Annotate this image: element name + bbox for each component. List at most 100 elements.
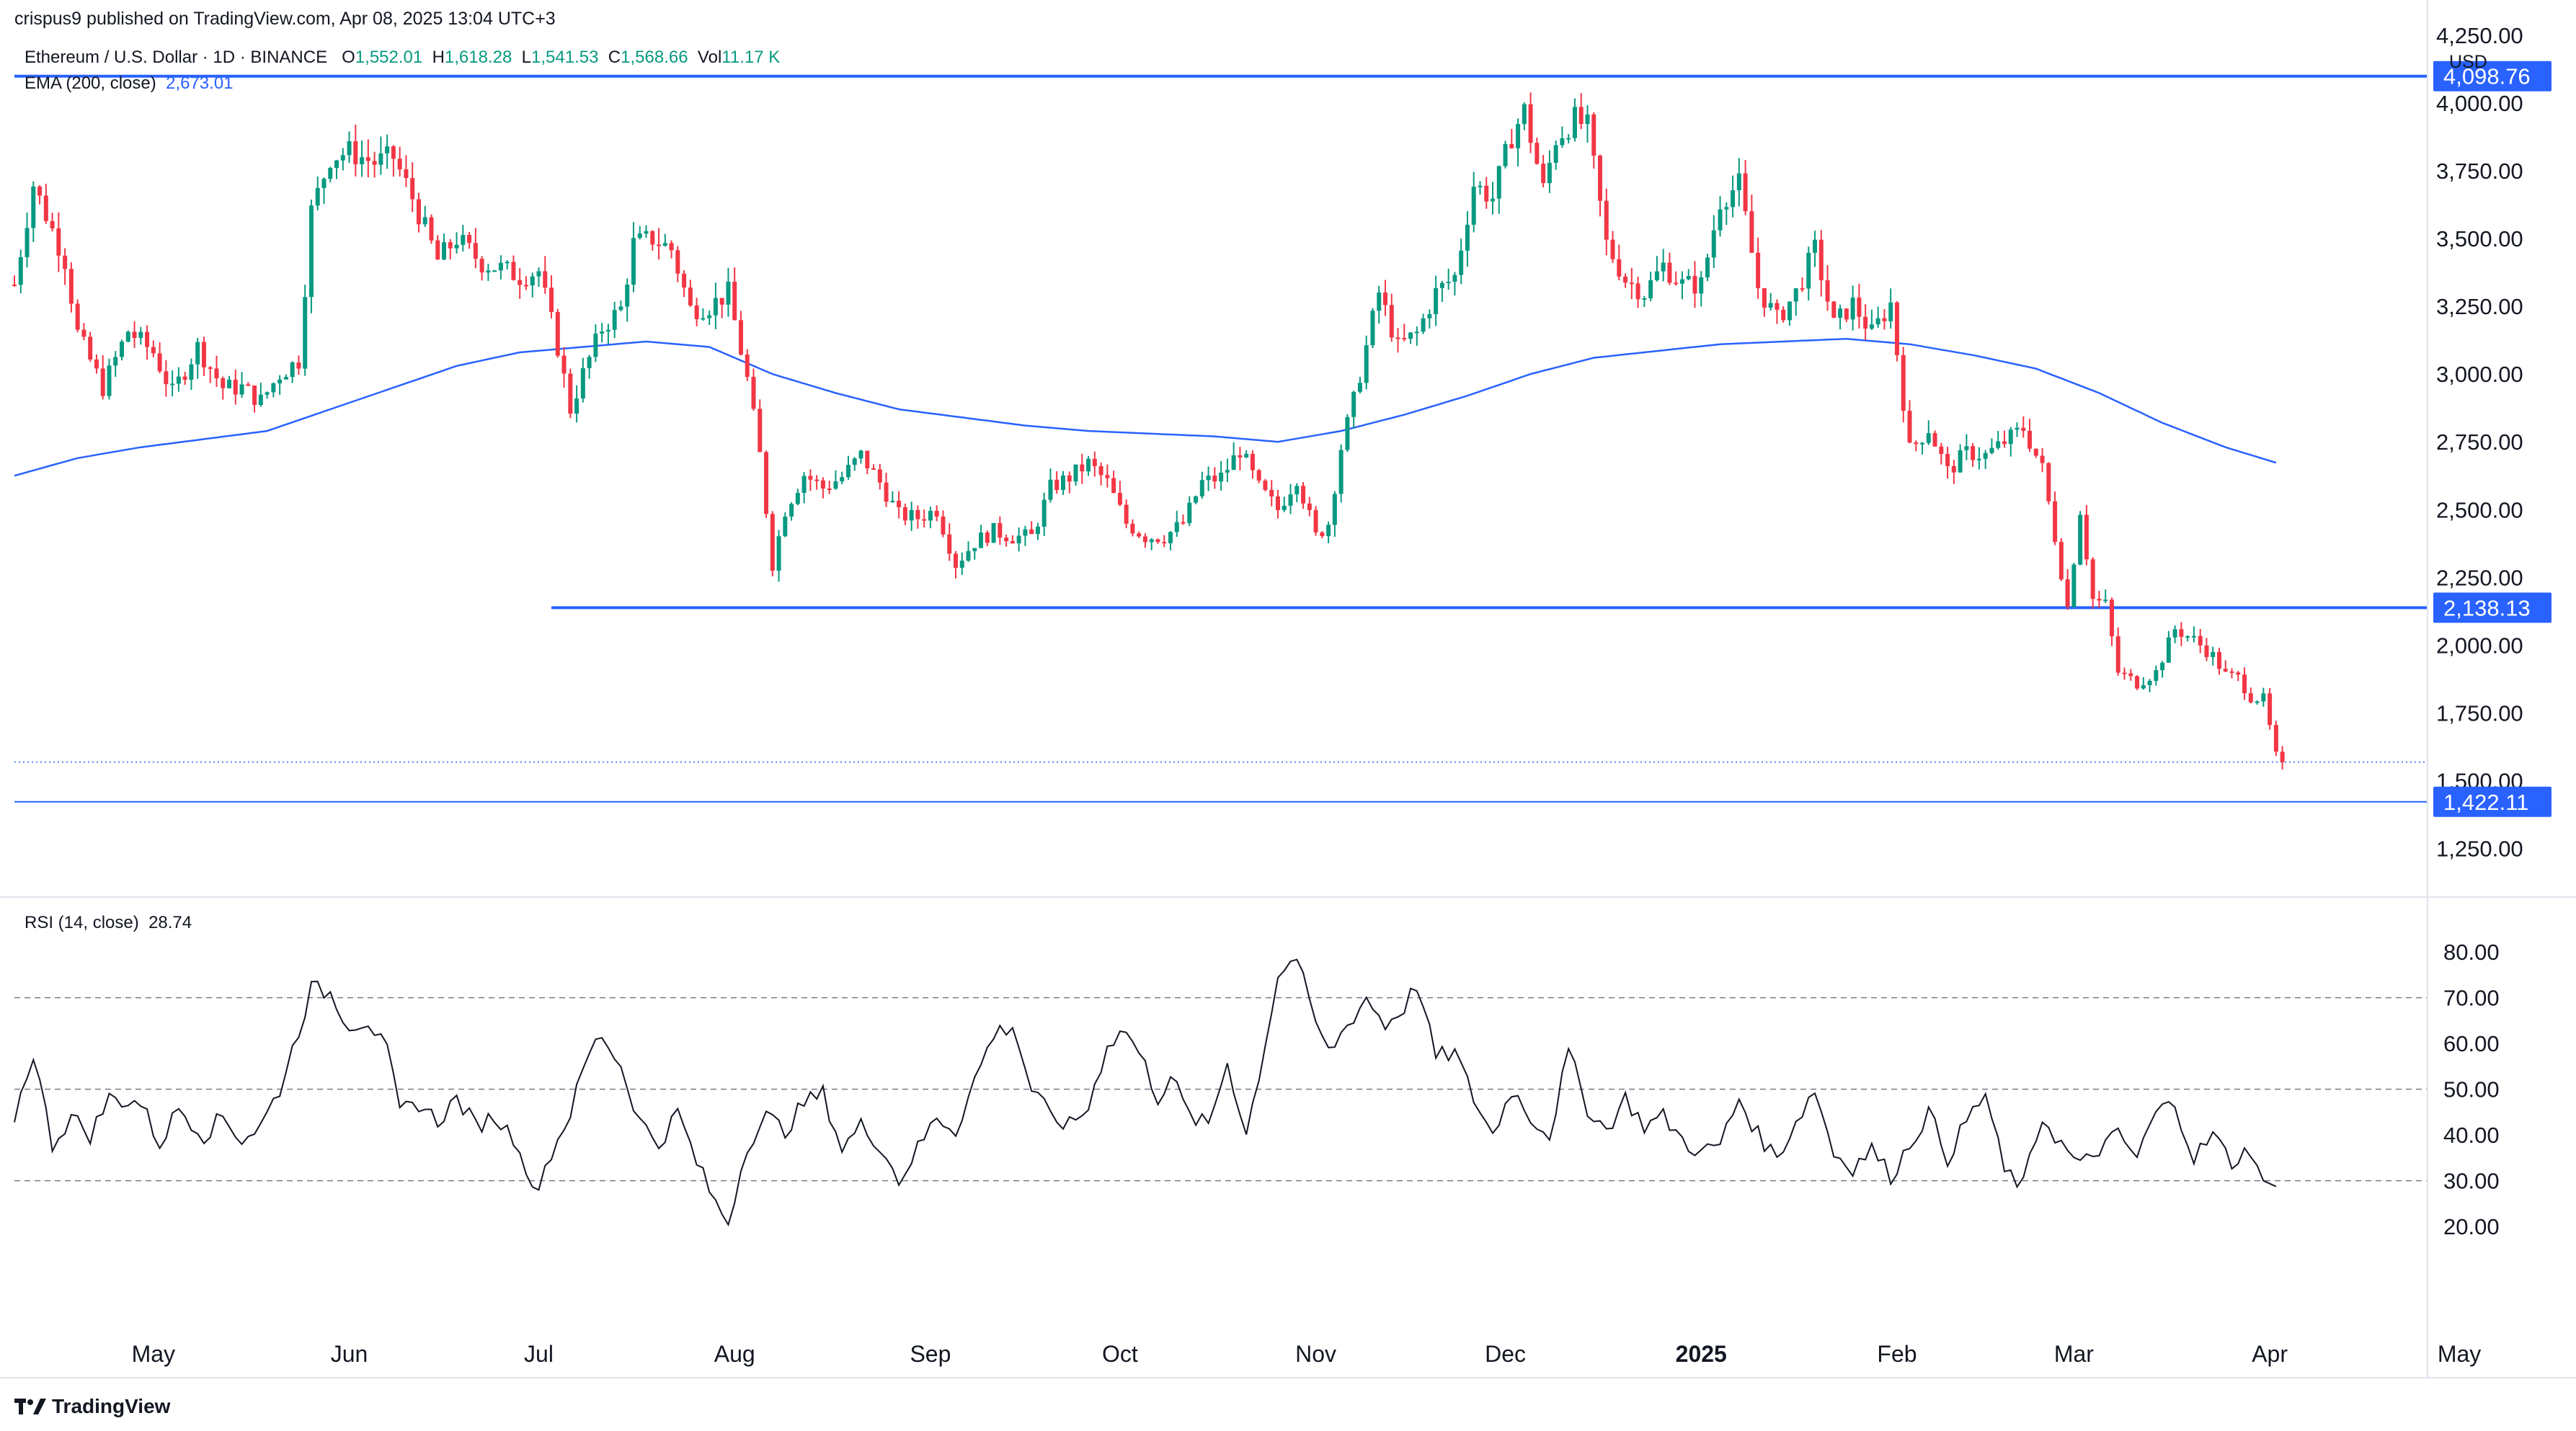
- candle-body: [1086, 458, 1091, 472]
- candle-body: [2248, 693, 2253, 703]
- price-level-badge[interactable]: [2433, 786, 2551, 817]
- price-level-badge-label: 1,422.11: [2443, 790, 2528, 815]
- time-axis[interactable]: May Jun Jul Aug Sep Oct Nov Dec 2025 Feb Mar Apr May: [132, 1341, 2482, 1367]
- candle-body: [2268, 693, 2273, 726]
- candle-body: [732, 281, 737, 321]
- candle-body: [1256, 470, 1261, 481]
- candle-body: [132, 331, 137, 339]
- candle-body: [2211, 651, 2216, 657]
- candle-body: [808, 476, 813, 480]
- candle-body: [2065, 579, 2070, 607]
- candle-body: [1377, 292, 1382, 311]
- candle-body: [2166, 637, 2171, 663]
- candle-body: [1496, 166, 1501, 199]
- candle-body: [1901, 355, 1906, 411]
- candle-body: [2280, 752, 2285, 762]
- candle-body: [1882, 318, 1887, 321]
- candle-body: [707, 315, 712, 318]
- candle-body: [1679, 279, 1684, 284]
- candle-body: [1250, 453, 1255, 471]
- candle-body: [461, 235, 466, 245]
- candle-body: [258, 394, 263, 405]
- candle-body: [2115, 636, 2120, 673]
- candle-body: [1035, 526, 1040, 535]
- candle-body: [2198, 636, 2203, 646]
- price-level-badge[interactable]: [2433, 592, 2551, 623]
- candle-body: [12, 284, 17, 286]
- candle-body: [277, 379, 283, 383]
- price-tick-label: 2,750.00: [2436, 429, 2523, 455]
- candle-body: [1793, 288, 1798, 302]
- candle-body: [1073, 464, 1078, 482]
- candle-body: [1635, 283, 1640, 300]
- candle-body: [2078, 514, 2083, 565]
- candle-body: [1244, 453, 1249, 458]
- candle-body: [985, 532, 990, 543]
- rsi-legend[interactable]: RSI (14, close) 28.74: [25, 913, 192, 933]
- candle-body: [1421, 318, 1426, 332]
- candle-body: [669, 243, 674, 251]
- candle-body: [1781, 309, 1786, 321]
- time-tick-label: Aug: [714, 1341, 755, 1367]
- candle-body: [1288, 494, 1293, 506]
- candle-body: [1686, 276, 1691, 280]
- candle-body: [1320, 532, 1325, 537]
- candle-body: [201, 342, 206, 367]
- open-value: 1,552.01: [355, 48, 423, 67]
- candle-body: [1749, 211, 1754, 253]
- candle-body: [37, 186, 43, 196]
- candle-body: [738, 320, 743, 355]
- price-level-badge[interactable]: [2433, 61, 2551, 92]
- time-tick-label: Apr: [2252, 1341, 2288, 1367]
- candle-body: [2028, 430, 2033, 449]
- candle-body: [1503, 143, 1508, 166]
- candle-body: [701, 318, 706, 320]
- candle-body: [1269, 489, 1274, 497]
- candle-body: [682, 273, 687, 288]
- candle-body: [612, 310, 617, 330]
- candle-body: [1699, 277, 1704, 294]
- candle-body: [56, 228, 61, 256]
- candle-body: [713, 298, 718, 316]
- candle-body: [580, 367, 585, 398]
- candle-body: [2002, 441, 2007, 445]
- time-tick-label: May: [2438, 1341, 2481, 1367]
- candlestick-series: [12, 92, 2285, 770]
- candle-body: [1736, 173, 1741, 191]
- candle-body: [1199, 480, 1204, 496]
- candle-body: [1674, 282, 1679, 285]
- candle-body: [1711, 230, 1716, 258]
- price-axis[interactable]: 1,250.001,500.001,750.002,000.002,250.00…: [2433, 23, 2551, 862]
- candle-body: [1174, 522, 1179, 532]
- candle-body: [1926, 433, 1931, 443]
- low-value: 1,541.53: [531, 48, 599, 67]
- symbol-legend[interactable]: Ethereum / U.S. Dollar · 1D · BINANCE O1…: [25, 48, 780, 68]
- currency-label[interactable]: USD: [2449, 52, 2487, 72]
- candle-body: [625, 285, 630, 307]
- candle-body: [1920, 442, 1925, 445]
- rsi-panel: [14, 958, 2428, 1227]
- rsi-label: RSI (14, close): [25, 913, 139, 932]
- candle-body: [662, 243, 667, 246]
- candle-body: [340, 155, 345, 161]
- ema-legend[interactable]: EMA (200, close) 2,673.01: [25, 73, 234, 94]
- candle-body: [2053, 501, 2058, 543]
- candle-body: [498, 262, 503, 271]
- price-tick-label: 2,000.00: [2436, 633, 2523, 658]
- candle-body: [637, 233, 642, 239]
- candle-body: [1478, 185, 1483, 187]
- rsi-axis[interactable]: 20.00 30.00 40.00 50.00 60.00 70.00 80.00: [2443, 940, 2500, 1239]
- candle-body: [2216, 651, 2221, 669]
- time-tick-label: Nov: [1295, 1341, 1336, 1367]
- candle-body: [1578, 107, 1584, 124]
- candle-body: [770, 514, 775, 571]
- candle-body: [1029, 529, 1034, 535]
- candle-body: [1307, 503, 1312, 510]
- candle-body: [2021, 427, 2026, 431]
- candle-body: [145, 331, 150, 347]
- tradingview-brand[interactable]: TradingView: [14, 1395, 170, 1418]
- candle-body: [605, 329, 610, 332]
- price-level-badge-label: 2,138.13: [2443, 595, 2531, 620]
- candle-body: [1414, 331, 1419, 334]
